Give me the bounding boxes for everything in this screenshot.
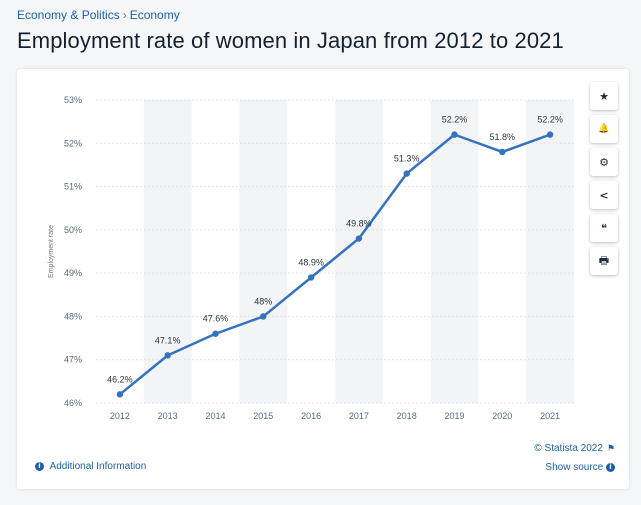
data-point: [499, 148, 506, 156]
info-icon: i: [606, 463, 615, 472]
show-source-link[interactable]: Show source i: [545, 462, 615, 473]
chart-toolbar: ★ 🔔 ⚙ < ❝ 🖶: [590, 82, 620, 280]
y-tick-label: 47%: [64, 355, 82, 365]
x-tick-label: 2019: [444, 411, 464, 421]
x-tick-label: 2016: [301, 411, 321, 421]
bell-icon: 🔔: [598, 124, 610, 134]
data-label: 48%: [254, 296, 272, 306]
data-label: 47.6%: [203, 314, 229, 324]
favorite-star-button[interactable]: ★: [590, 82, 618, 110]
flag-icon: ⚑: [606, 443, 615, 453]
gear-icon: ⚙: [599, 155, 609, 169]
data-label: 47.1%: [155, 335, 181, 345]
y-tick-label: 49%: [64, 268, 82, 278]
cite-button[interactable]: ❝: [590, 214, 618, 242]
data-point: [451, 131, 458, 138]
y-tick-label: 53%: [64, 95, 82, 105]
x-tick-label: 2014: [205, 411, 225, 421]
info-icon: i: [35, 462, 44, 471]
series-line: [119, 133, 551, 396]
page-title: Employment rate of women in Japan from 2…: [17, 28, 564, 53]
x-tick-label: 2015: [253, 411, 273, 421]
y-tick-label: 48%: [64, 311, 82, 321]
data-point: [307, 274, 315, 281]
data-label: 48.9%: [298, 257, 324, 267]
additional-information-link[interactable]: i Additional Information: [35, 461, 146, 472]
share-icon: <: [599, 188, 609, 202]
copyright-text: © Statista 2022: [534, 443, 603, 454]
star-icon: ★: [599, 89, 609, 103]
x-tick-label: 2013: [158, 411, 178, 421]
data-point: [164, 352, 171, 359]
data-label: 52.2%: [537, 115, 563, 125]
print-icon: 🖶: [598, 253, 610, 267]
notification-bell-button[interactable]: 🔔: [590, 115, 618, 143]
data-label: 51.3%: [394, 154, 420, 164]
data-label: 46.2%: [107, 374, 133, 384]
data-label: 51.8%: [490, 132, 516, 142]
data-point: [546, 131, 554, 138]
data-label: 49.8%: [346, 219, 372, 229]
additional-information-text: Additional Information: [49, 461, 147, 472]
show-source-text: Show source: [545, 462, 604, 473]
share-button[interactable]: <: [590, 181, 618, 209]
breadcrumb-subsection[interactable]: Economy: [129, 8, 180, 22]
settings-button[interactable]: ⚙: [590, 148, 618, 176]
quote-icon: ❝: [601, 221, 607, 235]
line-chart: 46% 47% 48% 49% 50% 51% 52% 53% 2012 2013 2014 2015…: [48, 95, 574, 421]
data-label: 52.2%: [442, 115, 468, 125]
breadcrumb-section[interactable]: Economy & Politics: [17, 8, 120, 22]
x-tick-label: 2017: [349, 411, 369, 421]
data-point: [212, 330, 219, 337]
y-tick-label: 50%: [64, 225, 82, 235]
data-point: [403, 170, 410, 177]
data-point: [355, 235, 363, 242]
chart-card: 46% 47% 48% 49% 50% 51% 52% 53% 2012 2013 2014 2015…: [17, 69, 629, 489]
x-tick-label: 2020: [492, 411, 512, 421]
y-axis-label: Employment rate: [48, 225, 55, 278]
y-tick-label: 51%: [64, 182, 82, 192]
column-band: [430, 100, 479, 403]
copyright-link[interactable]: © Statista 2022 ⚑: [534, 443, 615, 454]
x-tick-label: 2021: [540, 411, 560, 421]
print-button[interactable]: 🖶: [590, 247, 618, 275]
data-point: [116, 391, 124, 398]
x-tick-label: 2012: [110, 411, 130, 421]
breadcrumb-separator: ›: [122, 8, 127, 22]
y-tick-label: 46%: [64, 398, 82, 408]
column-band: [239, 100, 288, 403]
column-band: [526, 100, 574, 403]
breadcrumb: Economy & Politics › Economy: [17, 8, 180, 22]
x-tick-label: 2018: [397, 411, 417, 421]
y-tick-label: 52%: [64, 138, 82, 148]
data-point: [260, 313, 267, 320]
